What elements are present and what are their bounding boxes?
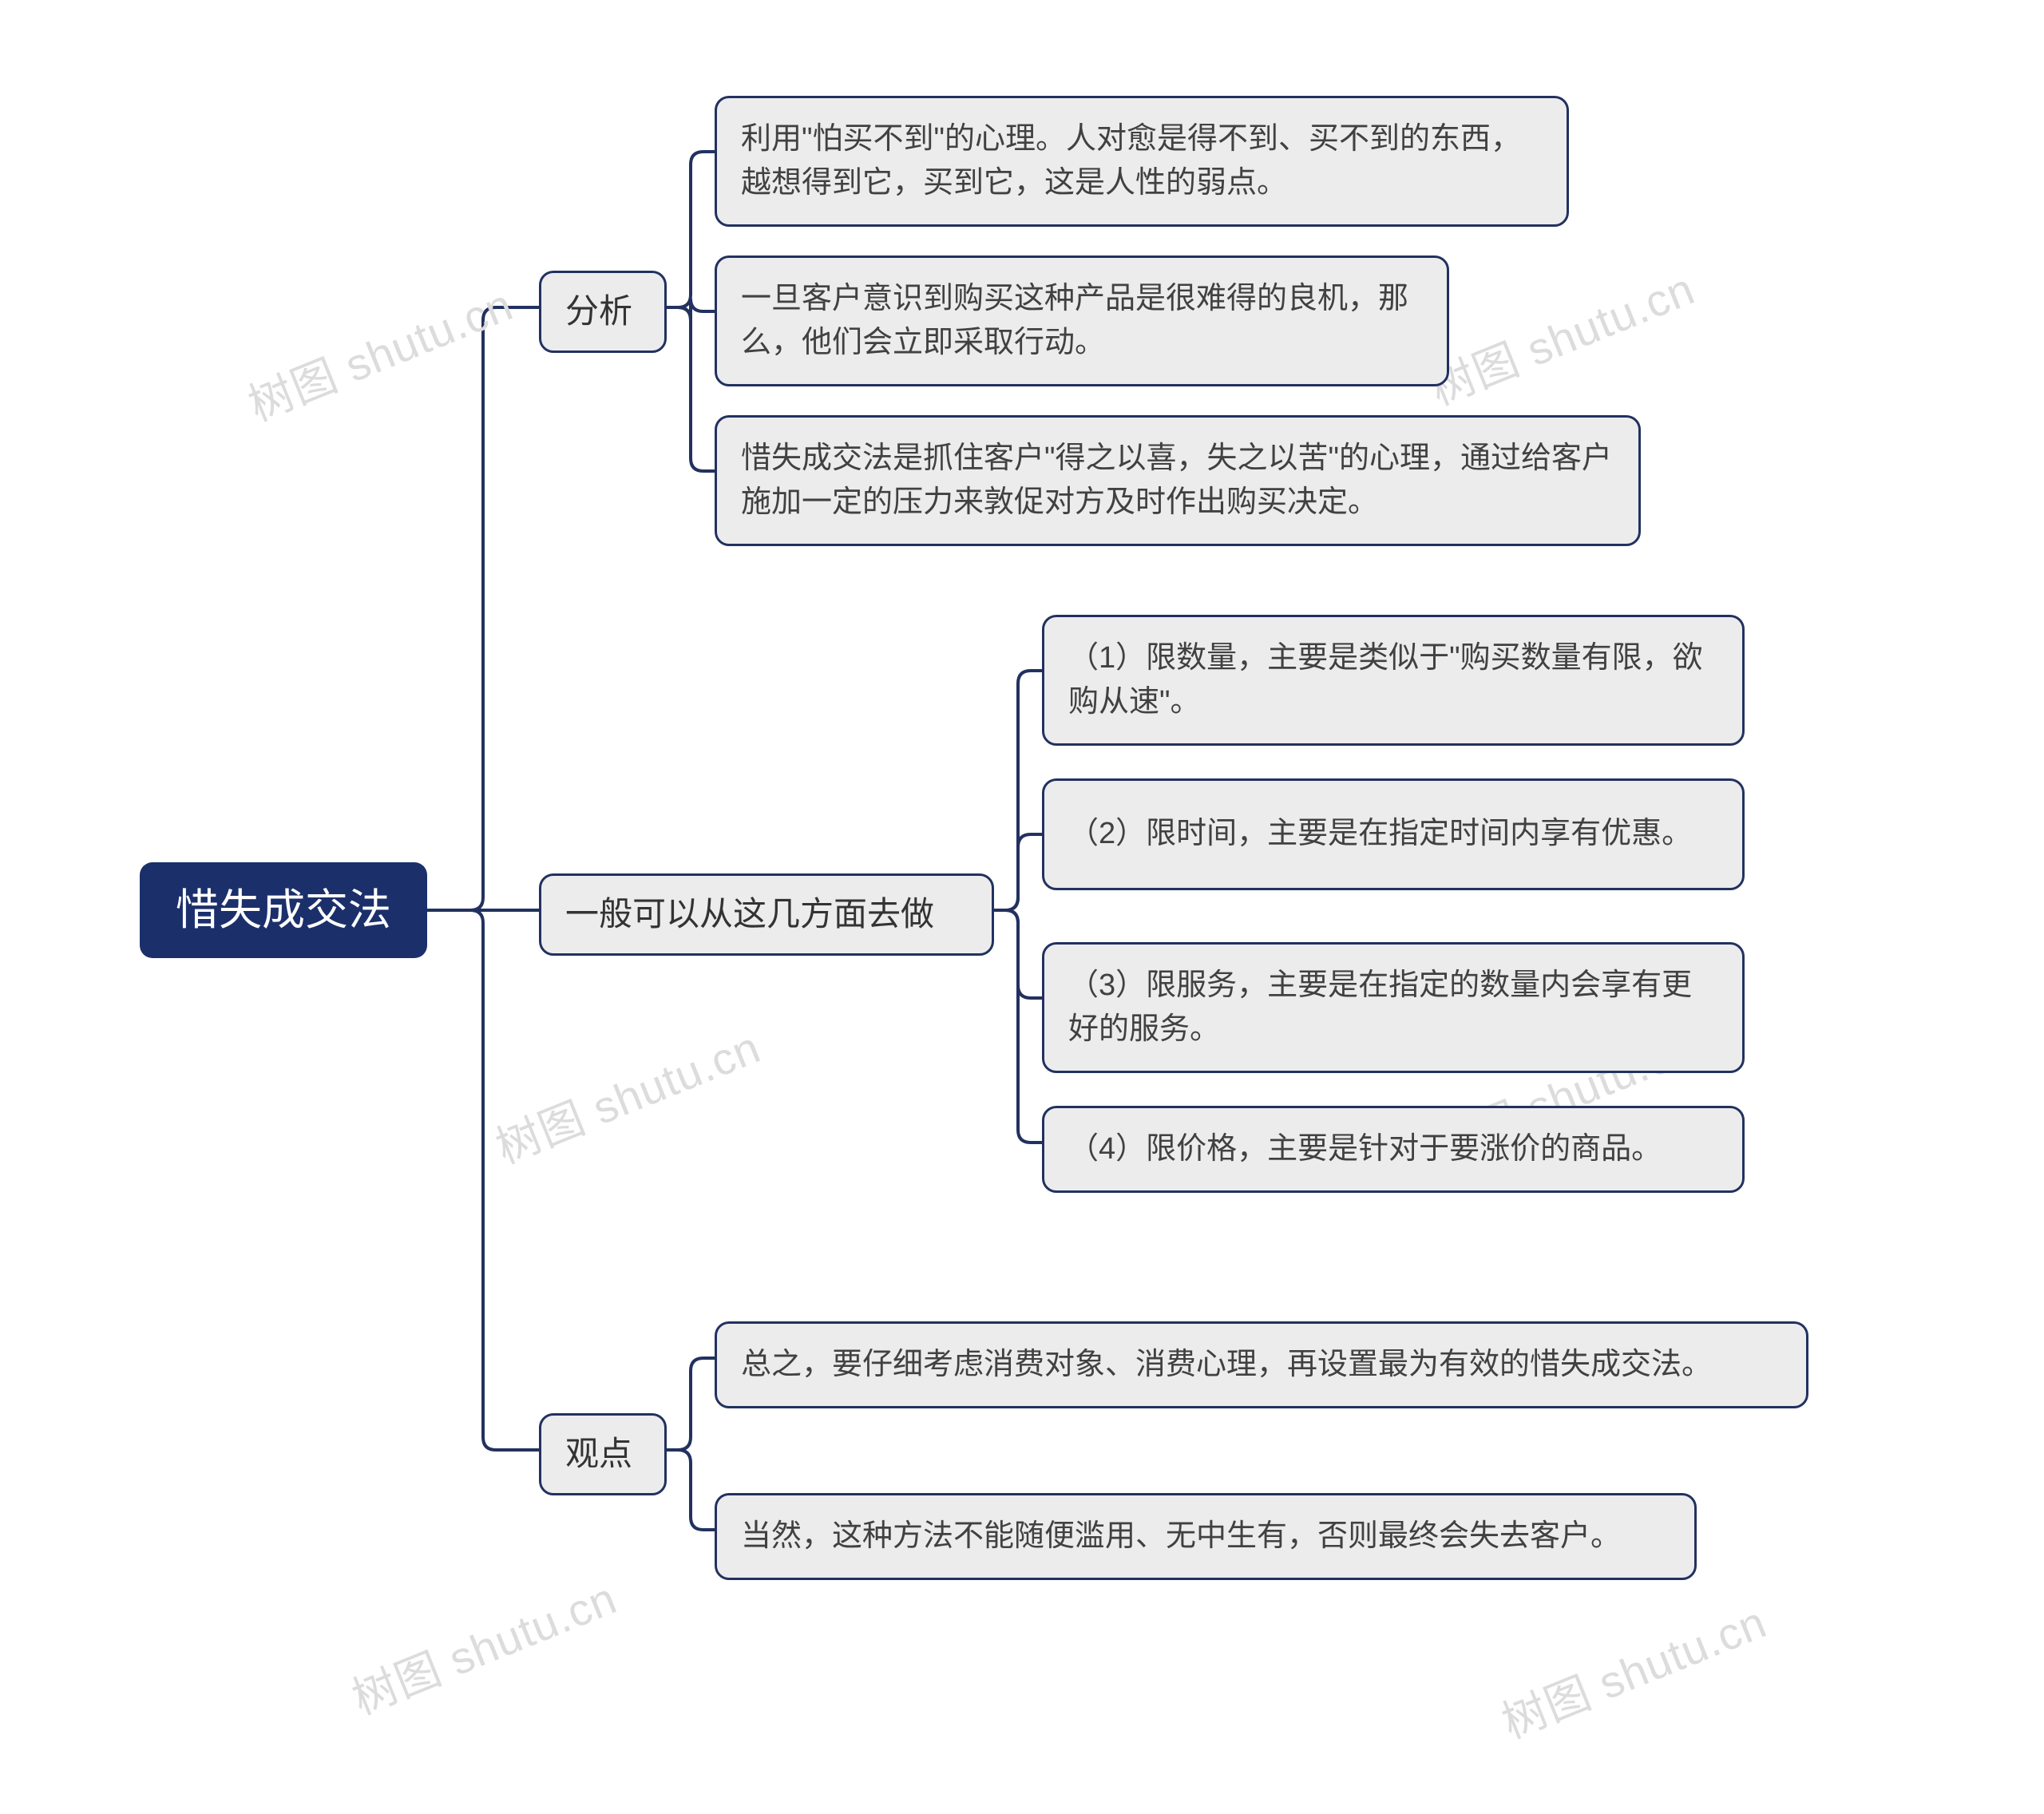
leaf-node-b1c2-label: 一旦客户意识到购买这种产品是很难得的良机，那么，他们会立即采取行动。 bbox=[741, 277, 1423, 365]
watermark: 树图 shutu.cn bbox=[1420, 253, 1703, 418]
leaf-node-b2c1: （1）限数量，主要是类似于"购买数量有限，欲购从速"。 bbox=[1042, 615, 1745, 746]
watermark: 树图 shutu.cn bbox=[342, 1562, 625, 1727]
leaf-node-b2c2: （2）限时间，主要是在指定时间内享有优惠。 bbox=[1042, 778, 1745, 890]
leaf-node-b1c1: 利用"怕买不到"的心理。人对愈是得不到、买不到的东西，越想得到它，买到它，这是人… bbox=[715, 96, 1569, 227]
leaf-node-b1c3-label: 惜失成交法是抓住客户"得之以喜，失之以苦"的心理，通过给客户施加一定的压力来敦促… bbox=[741, 437, 1614, 525]
leaf-node-b2c4: （4）限价格，主要是针对于要涨价的商品。 bbox=[1042, 1106, 1745, 1193]
branch-node-b2: 一般可以从这几方面去做 bbox=[539, 873, 994, 956]
watermark: 树图 shutu.cn bbox=[238, 269, 521, 434]
leaf-node-b1c1-label: 利用"怕买不到"的心理。人对愈是得不到、买不到的东西，越想得到它，买到它，这是人… bbox=[741, 117, 1543, 205]
branch-node-b1-label: 分析 bbox=[565, 287, 632, 336]
leaf-node-b3c1-label: 总之，要仔细考虑消费对象、消费心理，再设置最为有效的惜失成交法。 bbox=[741, 1343, 1712, 1387]
watermark: 树图 shutu.cn bbox=[485, 1012, 769, 1176]
leaf-node-b3c2: 当然，这种方法不能随便滥用、无中生有，否则最终会失去客户。 bbox=[715, 1493, 1697, 1580]
leaf-node-b1c2: 一旦客户意识到购买这种产品是很难得的良机，那么，他们会立即采取行动。 bbox=[715, 255, 1449, 386]
branch-node-b1: 分析 bbox=[539, 271, 667, 353]
leaf-node-b2c4-label: （4）限价格，主要是针对于要涨价的商品。 bbox=[1068, 1127, 1662, 1171]
leaf-node-b1c3: 惜失成交法是抓住客户"得之以喜，失之以苦"的心理，通过给客户施加一定的压力来敦促… bbox=[715, 415, 1641, 546]
leaf-node-b2c3-label: （3）限服务，主要是在指定的数量内会享有更好的服务。 bbox=[1068, 964, 1718, 1052]
leaf-node-b2c1-label: （1）限数量，主要是类似于"购买数量有限，欲购从速"。 bbox=[1068, 636, 1718, 724]
mindmap-canvas: 树图 shutu.cn 树图 shutu.cn 树图 shutu.cn 树图 shut… bbox=[0, 0, 2044, 1814]
root-node: 惜失成交法 bbox=[140, 862, 427, 958]
leaf-node-b2c2-label: （2）限时间，主要是在指定时间内享有优惠。 bbox=[1068, 812, 1692, 856]
leaf-node-b2c3: （3）限服务，主要是在指定的数量内会享有更好的服务。 bbox=[1042, 942, 1745, 1073]
watermark: 树图 shutu.cn bbox=[1491, 1586, 1775, 1751]
leaf-node-b3c1: 总之，要仔细考虑消费对象、消费心理，再设置最为有效的惜失成交法。 bbox=[715, 1321, 1808, 1408]
branch-node-b2-label: 一般可以从这几方面去做 bbox=[565, 890, 934, 939]
root-node-label: 惜失成交法 bbox=[176, 879, 391, 941]
leaf-node-b3c2-label: 当然，这种方法不能随便滥用、无中生有，否则最终会失去客户。 bbox=[741, 1515, 1621, 1559]
branch-node-b3-label: 观点 bbox=[565, 1430, 632, 1479]
branch-node-b3: 观点 bbox=[539, 1413, 667, 1495]
